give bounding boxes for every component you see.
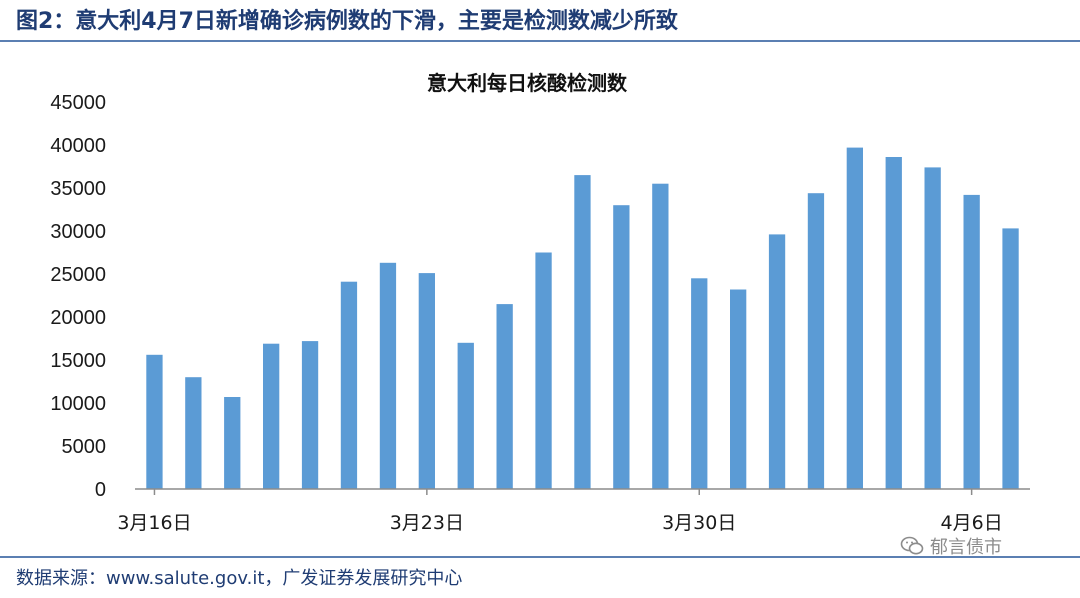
x-tick-label: 4月6日 <box>941 512 1003 534</box>
bar <box>1002 228 1019 489</box>
y-tick-label: 30000 <box>50 221 106 243</box>
bar <box>652 183 669 489</box>
bar <box>807 193 825 489</box>
y-tick-label: 45000 <box>50 92 106 114</box>
bar <box>846 147 863 489</box>
y-tick-label: 20000 <box>50 307 106 329</box>
bar <box>379 262 397 489</box>
bar <box>885 157 902 489</box>
x-tick-label: 3月16日 <box>117 512 191 534</box>
bar <box>768 234 786 489</box>
wechat-icon <box>900 536 924 555</box>
bar <box>146 354 163 489</box>
bar <box>418 273 435 489</box>
watermark-text: 郁言债市 <box>930 537 1002 558</box>
figure-caption: 图2：意大利4月7日新增确诊病例数的下滑，主要是检测数减少所致 <box>16 9 678 34</box>
bottom-divider <box>0 556 1080 558</box>
bar <box>301 341 319 489</box>
bar-chart: 意大利每日核酸检测数 0 5000 10000 15000 20000 25000 3000… <box>50 71 1030 534</box>
bar <box>457 342 474 489</box>
y-tick-label: 0 <box>95 479 106 501</box>
bar <box>691 278 708 489</box>
bars <box>146 147 1019 489</box>
bar <box>924 167 941 489</box>
chart-title: 意大利每日核酸检测数 <box>427 71 628 95</box>
x-axis-ticks: 3月16日 3月23日 3月30日 4月6日 <box>117 489 1003 534</box>
bar <box>613 205 630 489</box>
y-tick-label: 25000 <box>50 264 106 286</box>
x-tick-label: 3月30日 <box>662 512 736 534</box>
y-tick-label: 5000 <box>62 436 107 458</box>
x-tick-label: 3月23日 <box>390 512 464 534</box>
source-note: 数据来源：www.salute.gov.it，广发证券发展研究中心 <box>16 568 463 589</box>
bar <box>963 194 980 489</box>
bar <box>496 304 513 489</box>
y-tick-label: 15000 <box>50 350 106 372</box>
bar <box>340 281 358 489</box>
bar <box>263 343 280 489</box>
bar <box>535 252 552 489</box>
bar <box>730 289 747 489</box>
y-tick-label: 35000 <box>50 178 106 200</box>
y-axis-labels: 0 5000 10000 15000 20000 25000 30000 35000 40000… <box>50 92 106 501</box>
y-tick-label: 10000 <box>50 393 106 415</box>
bar <box>574 175 591 489</box>
top-divider <box>0 40 1080 42</box>
bar <box>185 377 202 489</box>
bar <box>224 397 241 489</box>
y-tick-label: 40000 <box>50 135 106 157</box>
watermark: 郁言债市 <box>900 533 1002 559</box>
